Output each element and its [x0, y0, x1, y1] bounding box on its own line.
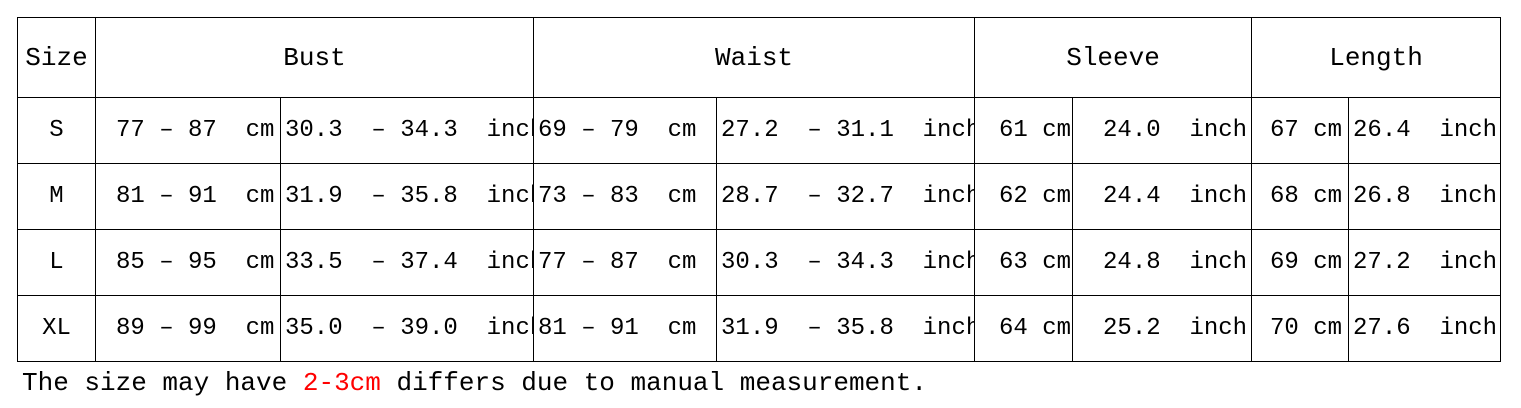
measure-cell: 63 cm [974, 229, 1074, 296]
measure-cell: 70 cm [1251, 295, 1350, 362]
measure-cell: 77 – 87 cm [533, 229, 718, 296]
measure-cell: 73 – 83 cm [533, 163, 718, 230]
measure-cell: 24.4 inch [1072, 163, 1253, 230]
measure-cell: 31.9 – 35.8 inch [279, 163, 535, 230]
measure-cell: 89 – 99 cm [95, 295, 281, 362]
measure-cell: 31.9 – 35.8 inch [716, 295, 976, 362]
header-row: Size Bust Waist Sleeve Length [17, 17, 1502, 98]
table-row: M 81 – 91 cm 31.9 – 35.8 inch 73 – 83 cm 28.… [17, 163, 1502, 230]
measure-cell: 81 – 91 cm [95, 163, 281, 230]
size-cell: XL [17, 295, 96, 362]
measure-cell: 61 cm [974, 97, 1074, 164]
table-row: S 77 – 87 cm 30.3 – 34.3 inch 69 – 79 cm 27.… [17, 97, 1502, 164]
measure-cell: 27.2 – 31.1 inch [716, 97, 976, 164]
header-cell: Length [1251, 17, 1502, 98]
measure-cell: 28.7 – 32.7 inch [716, 163, 976, 230]
measure-cell: 27.6 inch [1348, 295, 1502, 362]
measure-cell: 33.5 – 37.4 inch [279, 229, 535, 296]
measure-cell: 24.0 inch [1072, 97, 1253, 164]
header-cell: Sleeve [974, 17, 1253, 98]
measure-cell: 30.3 – 34.3 inch [716, 229, 976, 296]
footnote-text: differs due to manual measurement. [380, 368, 927, 398]
measure-cell: 62 cm [974, 163, 1074, 230]
measure-cell: 30.3 – 34.3 inch [279, 97, 535, 164]
measure-cell: 69 – 79 cm [533, 97, 718, 164]
size-cell: M [17, 163, 96, 230]
size-cell: S [17, 97, 96, 164]
measure-cell: 77 – 87 cm [95, 97, 281, 164]
footnote-text: The size may have [22, 368, 303, 398]
measure-cell: 81 – 91 cm [533, 295, 718, 362]
header-cell: Bust [94, 17, 535, 98]
footnote: The size may have 2-3cm differs due to m… [22, 368, 927, 398]
measure-cell: 64 cm [974, 295, 1074, 362]
table-row: XL 89 – 99 cm 35.0 – 39.0 inch 81 – 91 cm 31… [17, 295, 1502, 362]
table-row: L 85 – 95 cm 33.5 – 37.4 inch 77 – 87 cm 30.… [17, 229, 1502, 296]
measure-cell: 35.0 – 39.0 inch [279, 295, 535, 362]
measure-cell: 25.2 inch [1072, 295, 1253, 362]
table-body: Size Bust Waist Sleeve Length S 77 – 87 c… [17, 17, 1502, 362]
measure-cell: 24.8 inch [1072, 229, 1253, 296]
footnote-highlight: 2-3cm [302, 368, 381, 398]
measure-cell: 68 cm [1251, 163, 1350, 230]
measure-cell: 26.8 inch [1348, 163, 1502, 230]
header-cell: Size [17, 17, 96, 98]
measure-cell: 27.2 inch [1348, 229, 1502, 296]
measure-cell: 26.4 inch [1348, 97, 1502, 164]
measure-cell: 67 cm [1251, 97, 1350, 164]
measure-cell: 85 – 95 cm [95, 229, 281, 296]
measure-cell: 69 cm [1251, 229, 1350, 296]
header-cell: Waist [533, 17, 976, 98]
size-cell: L [17, 229, 96, 296]
size-table: Size Bust Waist Sleeve Length S 77 – 87 c… [17, 17, 1502, 362]
